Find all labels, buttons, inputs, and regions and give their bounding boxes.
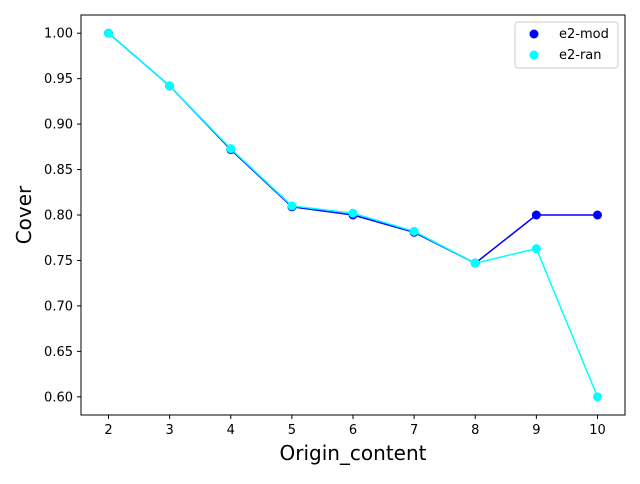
data-point-e2-ran bbox=[287, 201, 297, 211]
y-axis: 0.60 0.65 0.70 0.75 0.80 0.85 0.90 0.95 1.00 bbox=[44, 27, 81, 405]
x-axis: 2 3 4 5 6 7 8 9 10 bbox=[104, 415, 606, 438]
y-tick-label: 0.70 bbox=[44, 299, 73, 314]
y-tick-label: 0.85 bbox=[44, 163, 73, 178]
y-tick-label: 0.90 bbox=[44, 118, 73, 133]
data-point-e2-ran bbox=[531, 244, 541, 254]
legend-label-e2-ran: e2-ran bbox=[559, 48, 602, 63]
y-tick-label: 0.75 bbox=[44, 254, 73, 269]
y-tick-label: 0.65 bbox=[44, 345, 73, 360]
data-point-e2-ran bbox=[592, 392, 602, 402]
data-point-e2-ran bbox=[226, 144, 236, 154]
legend-marker-e2-ran bbox=[529, 50, 539, 60]
x-tick-label: 10 bbox=[589, 423, 606, 438]
x-tick-label: 6 bbox=[349, 423, 357, 438]
data-point-e2-ran bbox=[409, 226, 419, 236]
data-point-e2-mod bbox=[531, 210, 541, 220]
y-tick-label: 0.80 bbox=[44, 209, 73, 224]
x-tick-label: 8 bbox=[471, 423, 479, 438]
legend-label-e2-mod: e2-mod bbox=[559, 27, 609, 42]
data-point-e2-ran bbox=[348, 208, 358, 218]
data-point-e2-ran bbox=[165, 81, 175, 91]
y-tick-label: 0.95 bbox=[44, 72, 73, 87]
x-tick-label: 7 bbox=[410, 423, 418, 438]
x-tick-label: 5 bbox=[288, 423, 296, 438]
x-tick-label: 3 bbox=[165, 423, 173, 438]
plot-marks bbox=[104, 28, 602, 402]
x-axis-label: Origin_content bbox=[279, 441, 426, 465]
data-point-e2-mod bbox=[592, 210, 602, 220]
legend-marker-e2-mod bbox=[529, 29, 539, 39]
x-tick-label: 2 bbox=[104, 423, 112, 438]
y-axis-label: Cover bbox=[12, 185, 36, 244]
x-tick-label: 9 bbox=[532, 423, 540, 438]
legend-box bbox=[514, 21, 619, 69]
data-point-e2-ran bbox=[104, 28, 114, 38]
y-tick-label: 1.00 bbox=[44, 27, 73, 42]
data-point-e2-ran bbox=[470, 258, 480, 268]
legend: e2-mod e2-ran bbox=[514, 21, 619, 69]
x-tick-label: 4 bbox=[227, 423, 235, 438]
y-tick-label: 0.60 bbox=[44, 390, 73, 405]
